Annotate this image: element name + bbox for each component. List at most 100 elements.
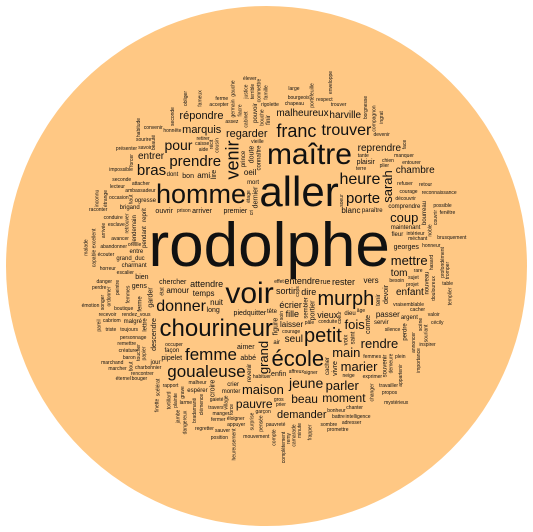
cloud-word: trouver <box>321 122 372 140</box>
cloud-word: assez <box>225 118 239 125</box>
cloud-word: toucher <box>136 343 143 361</box>
cloud-word: regarder <box>226 127 268 140</box>
cloud-word: templier <box>447 287 454 306</box>
cloud-word: marchand <box>101 359 124 366</box>
cloud-word: âge <box>356 308 366 315</box>
cloud-word: cabinet <box>243 111 250 128</box>
cloud-word: minute <box>297 423 304 439</box>
cloud-word: charmant <box>121 262 147 269</box>
cloud-word: femme <box>185 344 237 364</box>
cloud-word: descendre <box>151 317 159 351</box>
cloud-word: récit <box>209 139 216 150</box>
cloud-word: plein <box>395 353 406 360</box>
cloud-word: mystérieux <box>384 399 409 406</box>
cloud-word: trouver <box>330 102 347 109</box>
cloud-word: portefeuille <box>309 82 316 108</box>
cloud-word: entrer <box>138 150 165 162</box>
cloud-word: chercher <box>159 278 187 286</box>
cloud-word: retrouver <box>124 213 131 234</box>
cloud-word: air <box>273 339 280 346</box>
cloud-word: malgré <box>123 319 142 326</box>
cloud-word: intérieur <box>406 230 425 237</box>
cloud-word: entourer <box>402 159 421 166</box>
cloud-word: gens <box>131 283 147 291</box>
cloud-word: crier <box>227 382 239 389</box>
cloud-word: famille <box>263 84 270 100</box>
cloud-word: lettre <box>142 318 149 332</box>
cloud-word: remy <box>286 433 293 445</box>
cloud-word: exprimer <box>362 373 383 380</box>
cloud-word: maison <box>241 382 284 398</box>
cloud-word: main <box>332 345 361 361</box>
cloud-word: mouvement <box>243 434 270 441</box>
cloud-word: bonheur <box>327 408 346 415</box>
cloud-word: doute <box>248 145 256 164</box>
cloud-word: grand <box>255 341 271 375</box>
cloud-word: aide <box>198 147 209 154</box>
cloud-word: recevoir <box>98 311 117 318</box>
cloud-word: attendre <box>190 279 224 290</box>
cloud-word: aimer <box>237 343 255 351</box>
cloud-word: gauche <box>230 79 237 97</box>
cloud-word: figure <box>272 318 280 336</box>
cloud-word: chanter <box>346 404 363 411</box>
cloud-word: malheureux <box>276 108 329 120</box>
cloud-word: monter <box>221 388 241 395</box>
cloud-word: école <box>271 346 325 371</box>
cloud-word: garder <box>147 287 155 308</box>
cloud-word: heure <box>339 171 381 189</box>
cloud-word: murph <box>317 288 375 310</box>
cloud-word: reprendre <box>357 142 402 154</box>
cloud-word: inconnu <box>94 189 101 207</box>
cloud-word: pensée <box>258 415 265 433</box>
cloud-word: rigolette <box>261 102 279 109</box>
cloud-word: finette <box>154 399 161 413</box>
cloud-word: georges <box>393 244 419 252</box>
cloud-word: entre <box>129 248 144 255</box>
cloud-word: cacher <box>324 357 331 376</box>
cloud-word: petit <box>304 324 342 347</box>
cloud-word: pareil <box>96 319 103 332</box>
cloud-word: personnage <box>119 335 147 342</box>
word-cloud: rodolphe aller maître voir homme chourineur éc… <box>6 6 527 526</box>
cloud-word: douloureux <box>431 275 438 301</box>
cloud-word: accepter <box>209 101 229 108</box>
cloud-word: refuser <box>397 180 413 187</box>
cloud-word: toujours <box>120 326 138 333</box>
cloud-word: lire <box>210 169 218 180</box>
cloud-word: entendre <box>284 276 320 287</box>
cloud-word: retour <box>418 182 433 189</box>
cloud-word: émotion <box>81 302 100 309</box>
cloud-word: cops <box>294 286 301 298</box>
cloud-word: gaieté <box>209 396 224 403</box>
cloud-word: remettre <box>117 340 137 347</box>
cloud-word: position <box>210 434 229 441</box>
cloud-word: lecteur <box>109 184 125 191</box>
cloud-word: pauvreté <box>265 422 286 429</box>
cloud-word: affreux <box>288 369 304 376</box>
cloud-word: terrible <box>250 83 257 99</box>
cloud-word: cabriom <box>102 318 121 325</box>
cloud-word: courage <box>399 188 418 195</box>
cloud-word: rare <box>413 268 423 275</box>
cloud-word: table <box>442 281 454 288</box>
cloud-word: marcher <box>108 366 127 373</box>
cloud-word: prendre <box>169 153 222 171</box>
cloud-word: coup <box>390 209 419 225</box>
cloud-word: clémence <box>199 393 206 416</box>
cloud-word: tromper <box>445 262 452 280</box>
cloud-word: lendemain <box>131 214 138 243</box>
cloud-word: pauvre <box>235 396 273 411</box>
cloud-word: dieu <box>344 310 356 317</box>
cloud-word: sembler <box>303 297 310 319</box>
cloud-word: triste <box>105 327 117 334</box>
cloud-word: fois <box>344 316 365 332</box>
cloud-word: forcer <box>129 153 136 167</box>
cloud-word: pied <box>233 309 247 317</box>
cloud-word: soin <box>279 310 286 320</box>
cloud-word: bradamanti <box>191 398 198 424</box>
cloud-word: bouche <box>259 109 266 126</box>
cloud-word: enfant <box>396 287 424 298</box>
cloud-word: jour <box>150 359 161 366</box>
